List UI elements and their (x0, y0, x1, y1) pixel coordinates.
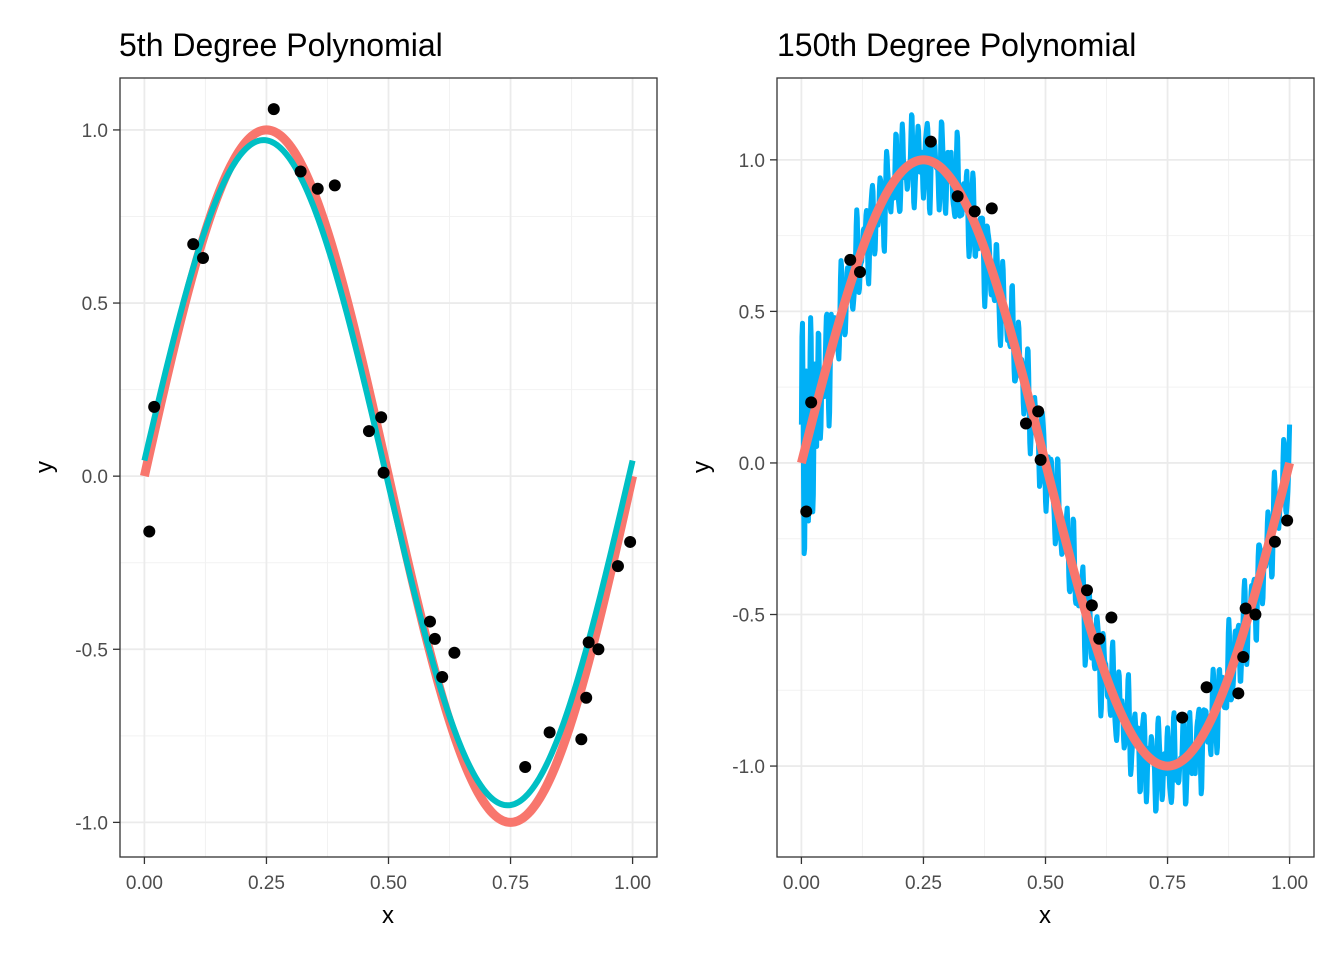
data-point (148, 400, 161, 413)
panel-5th-degree: 5th Degree Polynomial 0.00 0.25 0.50 0.75 1.… (31, 27, 658, 929)
x-tick-label: 0.00 (126, 873, 163, 894)
y-tick-label: 0.0 (82, 467, 108, 488)
data-point (1281, 514, 1294, 527)
x-tick-label: 0.25 (248, 873, 285, 894)
y-axis-label: y (688, 461, 715, 473)
chart-title: 150th Degree Polynomial (777, 27, 1136, 63)
chart-title: 5th Degree Polynomial (119, 27, 443, 63)
x-tick-label: 0.50 (370, 873, 407, 894)
data-point (543, 726, 556, 739)
y-axis-label: y (31, 461, 58, 473)
data-point (624, 535, 637, 548)
data-point (1237, 650, 1250, 663)
x-tick-label: 1.00 (614, 873, 651, 894)
y-tick-label: 0.5 (82, 294, 108, 315)
data-point (968, 205, 981, 218)
plot-marks (797, 112, 1294, 814)
data-point (377, 466, 390, 479)
data-point (1200, 681, 1213, 694)
data-point (985, 202, 998, 215)
axes: 0.00 0.25 0.50 0.75 1.00 -1.0 -0.5 0.0 0.5 1.0 (75, 121, 651, 894)
data-point (805, 396, 818, 409)
data-point (196, 252, 209, 265)
y-tick-label: 0.0 (739, 454, 765, 475)
x-axis-label: x (1039, 902, 1051, 929)
data-point (311, 182, 324, 195)
data-point (1019, 417, 1032, 430)
data-point (375, 411, 388, 424)
x-tick-label: 0.75 (492, 873, 529, 894)
y-tick-label: 1.0 (739, 151, 765, 172)
x-tick-label: 0.00 (783, 873, 820, 894)
data-point (1268, 535, 1281, 548)
data-point (428, 632, 441, 645)
y-tick-label: 1.0 (82, 121, 108, 142)
data-point (423, 615, 436, 628)
data-point (1032, 405, 1045, 418)
data-point (436, 670, 449, 683)
series-line-degree-5-fit (141, 137, 636, 809)
y-tick-label: -1.0 (732, 757, 765, 778)
axes: 0.00 0.25 0.50 0.75 1.00 -1.0 -0.5 0.0 0.5 1.0 (732, 151, 1308, 894)
data-point (611, 560, 624, 573)
data-point (1232, 687, 1245, 700)
data-point (582, 636, 595, 649)
plot-marks (140, 103, 637, 827)
data-point (448, 646, 461, 659)
x-tick-label: 0.50 (1027, 873, 1064, 894)
x-tick-label: 0.25 (905, 873, 942, 894)
data-point (1085, 599, 1098, 612)
data-point (1034, 453, 1047, 466)
data-point (519, 760, 532, 773)
y-tick-label: -0.5 (75, 640, 108, 661)
x-tick-label: 1.00 (1271, 873, 1308, 894)
data-point (1239, 602, 1252, 615)
y-tick-label: -1.0 (75, 813, 108, 834)
data-point (800, 505, 813, 518)
data-point (1080, 584, 1093, 597)
data-point (951, 190, 964, 203)
data-point (267, 103, 280, 116)
data-point (1093, 632, 1106, 645)
data-point (1105, 611, 1118, 624)
data-point (592, 643, 605, 656)
x-tick-label: 0.75 (1149, 873, 1186, 894)
data-point (580, 691, 593, 704)
y-tick-label: -0.5 (732, 606, 765, 627)
data-point (844, 253, 857, 266)
data-point (1249, 608, 1262, 621)
data-point (362, 425, 375, 438)
x-axis-label: x (382, 902, 394, 929)
data-point (143, 525, 156, 538)
data-point (1176, 711, 1189, 724)
data-point (575, 733, 588, 746)
data-point (328, 179, 341, 192)
data-point (853, 265, 866, 278)
data-point (924, 135, 937, 148)
y-tick-label: 0.5 (739, 302, 765, 323)
data-point (294, 165, 307, 178)
panel-150th-degree: 150th Degree Polynomial 0.00 0.25 0.50 0.75… (688, 27, 1315, 929)
data-point (187, 238, 200, 251)
